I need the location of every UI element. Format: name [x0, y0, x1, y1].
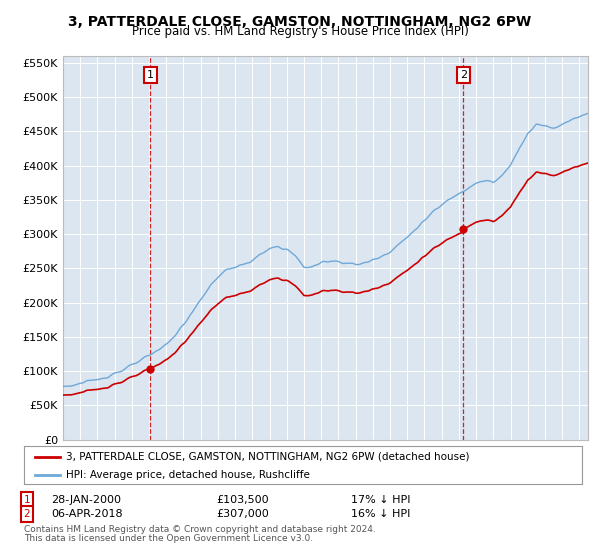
Text: 2: 2: [460, 70, 467, 80]
Text: 16% ↓ HPI: 16% ↓ HPI: [351, 509, 410, 519]
Text: £103,500: £103,500: [216, 494, 269, 505]
Text: 06-APR-2018: 06-APR-2018: [51, 509, 122, 519]
Text: HPI: Average price, detached house, Rushcliffe: HPI: Average price, detached house, Rush…: [66, 470, 310, 480]
Text: 28-JAN-2000: 28-JAN-2000: [51, 494, 121, 505]
Text: 17% ↓ HPI: 17% ↓ HPI: [351, 494, 410, 505]
Text: Price paid vs. HM Land Registry's House Price Index (HPI): Price paid vs. HM Land Registry's House …: [131, 25, 469, 38]
Text: 2: 2: [23, 509, 31, 519]
Text: 1: 1: [23, 494, 31, 505]
Text: £307,000: £307,000: [216, 509, 269, 519]
Text: Contains HM Land Registry data © Crown copyright and database right 2024.: Contains HM Land Registry data © Crown c…: [24, 525, 376, 534]
Text: 3, PATTERDALE CLOSE, GAMSTON, NOTTINGHAM, NG2 6PW (detached house): 3, PATTERDALE CLOSE, GAMSTON, NOTTINGHAM…: [66, 452, 469, 462]
Text: 1: 1: [147, 70, 154, 80]
Text: 3, PATTERDALE CLOSE, GAMSTON, NOTTINGHAM, NG2 6PW: 3, PATTERDALE CLOSE, GAMSTON, NOTTINGHAM…: [68, 15, 532, 29]
Text: This data is licensed under the Open Government Licence v3.0.: This data is licensed under the Open Gov…: [24, 534, 313, 543]
